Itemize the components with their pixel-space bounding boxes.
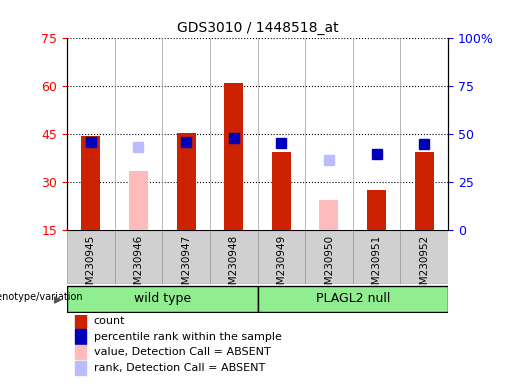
- Bar: [353, 230, 401, 284]
- Text: PLAGL2 null: PLAGL2 null: [316, 292, 390, 305]
- Bar: [75, 345, 86, 359]
- Text: GSM230951: GSM230951: [372, 235, 382, 298]
- Bar: [319, 200, 338, 230]
- Text: GSM230948: GSM230948: [229, 235, 238, 298]
- Text: GSM230952: GSM230952: [419, 235, 429, 298]
- Text: GSM230950: GSM230950: [324, 235, 334, 298]
- Bar: [367, 190, 386, 230]
- Text: GSM230947: GSM230947: [181, 235, 191, 298]
- Bar: [162, 230, 210, 284]
- Text: value, Detection Call = ABSENT: value, Detection Call = ABSENT: [94, 347, 270, 357]
- Bar: [114, 230, 162, 284]
- Text: count: count: [94, 316, 125, 326]
- Bar: [258, 286, 448, 311]
- Title: GDS3010 / 1448518_at: GDS3010 / 1448518_at: [177, 21, 338, 35]
- Bar: [210, 230, 258, 284]
- Bar: [81, 136, 100, 230]
- Text: rank, Detection Call = ABSENT: rank, Detection Call = ABSENT: [94, 363, 265, 373]
- Bar: [415, 152, 434, 230]
- Bar: [75, 314, 86, 328]
- Text: wild type: wild type: [134, 292, 191, 305]
- Bar: [177, 133, 196, 230]
- Bar: [75, 329, 86, 344]
- Bar: [272, 152, 291, 230]
- Bar: [401, 230, 448, 284]
- Bar: [224, 83, 243, 230]
- Text: GSM230945: GSM230945: [86, 235, 96, 298]
- Bar: [75, 361, 86, 375]
- Bar: [129, 171, 148, 230]
- Text: percentile rank within the sample: percentile rank within the sample: [94, 331, 282, 341]
- Bar: [258, 230, 305, 284]
- Text: GSM230949: GSM230949: [277, 235, 286, 298]
- Text: GSM230946: GSM230946: [133, 235, 143, 298]
- Text: genotype/variation: genotype/variation: [0, 292, 83, 302]
- Bar: [67, 286, 258, 311]
- Bar: [305, 230, 353, 284]
- Bar: [67, 230, 115, 284]
